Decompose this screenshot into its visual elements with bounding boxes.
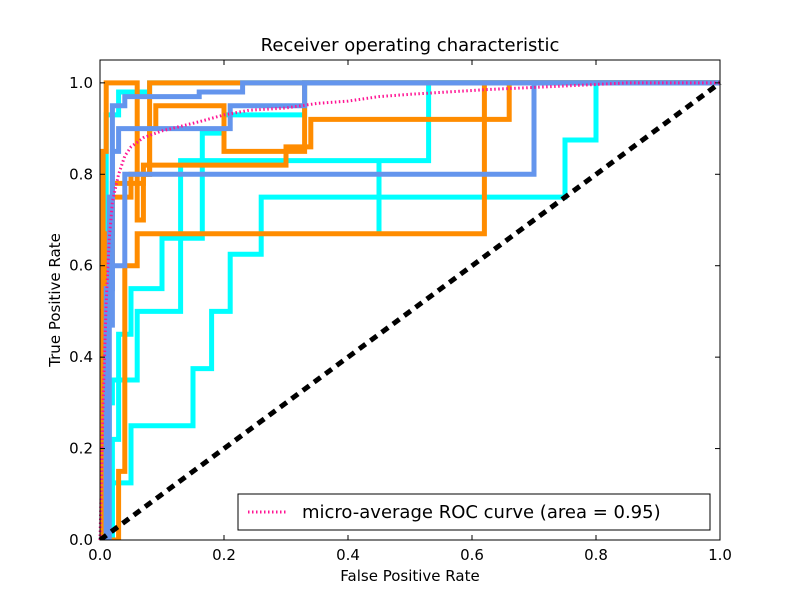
ticks-layer: 0.0 0.2 0.4 0.6 0.8 1.0 0.0 0.2 0.4 0.6 0.8 1.0 (69, 60, 732, 564)
series-roc-aqua-1 (100, 80, 720, 540)
series-roc-darkorange-6 (100, 80, 720, 540)
legend-label-micro-average: micro-average ROC curve (area = 0.95) (302, 502, 661, 523)
y-tick-label: 0.2 (69, 440, 93, 458)
series-chance-line (98, 80, 722, 540)
series-roc-aqua-3 (100, 80, 720, 540)
series-micro-average-roc (98, 81, 720, 540)
series-roc-darkorange-8 (100, 80, 720, 540)
y-tick-label: 0.8 (69, 165, 93, 183)
y-tick-label: 0.4 (69, 348, 93, 366)
x-tick-label: 0.2 (212, 546, 236, 564)
legend: micro-average ROC curve (area = 0.95) (237, 493, 711, 531)
plot-frame (99, 59, 721, 541)
legend-box (237, 493, 711, 531)
y-tick-label: 1.0 (69, 74, 93, 92)
chart-title: Receiver operating characteristic (261, 35, 560, 56)
x-tick-label: 0.8 (584, 546, 608, 564)
x-tick-label: 0.6 (460, 546, 484, 564)
series-roc-cornflowerblue-11 (100, 80, 720, 540)
series-layer (98, 80, 722, 540)
y-tick-label: 0.6 (69, 257, 93, 275)
x-axis-label: False Positive Rate (340, 567, 479, 585)
x-tick-label: 0.0 (88, 546, 112, 564)
x-tick-label: 0.4 (336, 546, 360, 564)
y-tick-label: 0.0 (69, 531, 93, 549)
series-roc-cornflowerblue-9 (100, 80, 720, 540)
y-axis-label: True Positive Rate (46, 233, 64, 368)
x-tick-label: 1.0 (708, 546, 732, 564)
